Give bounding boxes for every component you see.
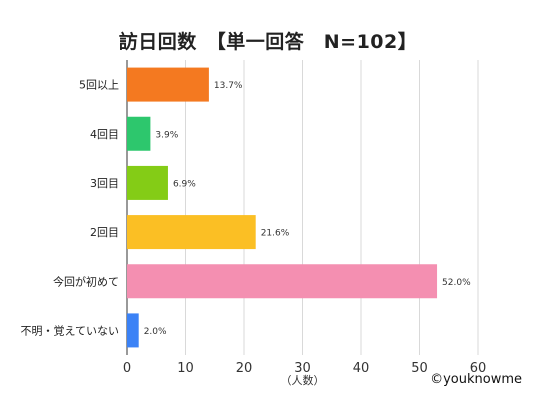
bar [127, 215, 256, 250]
category-label: 5回以上 [79, 79, 119, 92]
bar [127, 165, 168, 200]
x-tick-label: 60 [470, 361, 487, 376]
chart-title: 訪日回数 【単一回答 N=102】 [118, 31, 418, 53]
x-tick-label: 40 [353, 361, 370, 376]
data-label: 6.9% [173, 179, 196, 189]
category-label: 4回目 [90, 128, 119, 141]
data-label: 13.7% [214, 81, 243, 91]
x-tick-label: 0 [123, 361, 131, 376]
category-label: 3回目 [90, 177, 119, 190]
bar [127, 67, 209, 102]
data-label: 21.6% [261, 229, 290, 239]
x-tick-label: 50 [411, 361, 428, 376]
data-label: 2.0% [144, 327, 167, 337]
x-tick-label: 30 [294, 361, 311, 376]
x-axis-label: （人数） [281, 374, 325, 387]
bar [127, 313, 139, 348]
data-label: 3.9% [155, 130, 178, 140]
bar [127, 264, 438, 299]
bar [127, 116, 151, 151]
category-label: 不明・覚えていない [21, 324, 119, 337]
category-label: 2回目 [90, 226, 119, 239]
data-label: 52.0% [442, 278, 471, 288]
x-tick-label: 10 [177, 361, 194, 376]
x-tick-label: 20 [236, 361, 253, 376]
category-label: 今回が初めて [53, 274, 119, 288]
watermark: ©youknowme [430, 372, 522, 387]
